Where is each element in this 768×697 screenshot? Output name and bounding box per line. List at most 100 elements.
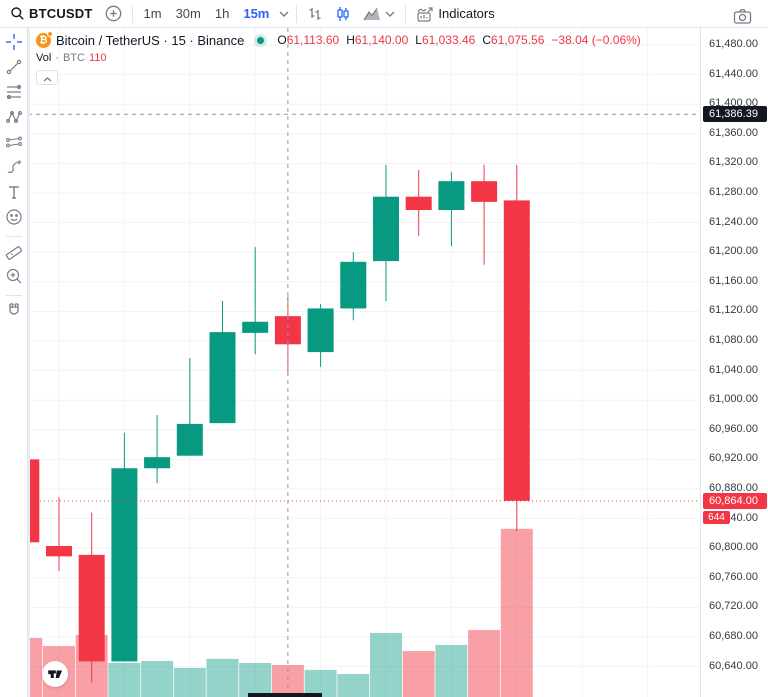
open-value: 61,113.60 xyxy=(286,33,340,47)
price-tick: 61,080.00 xyxy=(709,334,758,346)
parallel-channel-icon xyxy=(5,133,23,156)
volume-bar xyxy=(173,667,206,697)
price-tick: 61,480.00 xyxy=(709,38,758,50)
tradingview-logo[interactable] xyxy=(42,661,68,687)
candle-body xyxy=(307,308,334,353)
toolbar-separator xyxy=(5,236,22,237)
candle-body xyxy=(176,423,203,456)
zoom-in-icon xyxy=(5,267,23,290)
volume-bar xyxy=(435,644,468,697)
volume-bar xyxy=(206,658,239,697)
volume-bar xyxy=(141,660,174,697)
interval-menu-button[interactable] xyxy=(276,2,292,26)
legend-collapse-button[interactable] xyxy=(36,70,58,85)
candle-body xyxy=(274,316,301,345)
change-value: −38.04 (−0.06%) xyxy=(551,33,641,47)
interval-1h[interactable]: 1h xyxy=(214,6,230,21)
symbol-search-button[interactable]: BTCUSDT xyxy=(4,2,99,26)
volume-bar xyxy=(108,662,141,697)
chart-style-candles-button[interactable] xyxy=(329,2,357,26)
bitcoin-icon: ₿ xyxy=(36,30,53,48)
crosshair-price-label: 61,386.39 xyxy=(703,106,767,123)
brush-tool[interactable] xyxy=(1,157,27,182)
snapshot-button[interactable] xyxy=(727,4,758,28)
symbol-name: BTCUSDT xyxy=(29,6,93,21)
fib-retracement-tool[interactable] xyxy=(1,82,27,107)
text-tool[interactable] xyxy=(1,182,27,207)
plus-circle-icon xyxy=(105,5,122,22)
volume-bar xyxy=(468,630,501,697)
xabcd-pattern-icon xyxy=(5,108,23,131)
price-tick: 61,280.00 xyxy=(709,186,758,198)
candle-body xyxy=(503,200,530,501)
area-style-icon xyxy=(363,7,381,21)
legend-title[interactable]: Bitcoin / TetherUS · 15 · Binance xyxy=(56,32,245,48)
price-tick: 61,360.00 xyxy=(709,126,758,139)
candle-body xyxy=(242,321,269,333)
interval-1m[interactable]: 1m xyxy=(143,6,162,21)
price-tick: 61,240.00 xyxy=(709,215,758,228)
chart-surface[interactable]: ₿ Bitcoin / TetherUS · 15 · Binance O61,… xyxy=(28,28,700,697)
price-axis[interactable]: 61,480.00 61,440.00 61,400.00 61,360.00 61,3… xyxy=(700,28,768,697)
volume-bar xyxy=(402,651,435,697)
volume-value: 110 xyxy=(88,52,107,64)
indicators-label: Indicators xyxy=(438,6,495,21)
crosshair-tool[interactable] xyxy=(1,32,27,57)
price-tick: 61,160.00 xyxy=(709,274,758,287)
parallel-channel-tool[interactable] xyxy=(1,132,27,157)
zoom-in-tool[interactable] xyxy=(1,266,27,291)
chart-style-area-button[interactable] xyxy=(357,2,401,26)
price-tick: 61,120.00 xyxy=(709,304,758,317)
candle-body xyxy=(209,332,236,424)
price-tick: 61,400.00 xyxy=(709,97,758,110)
compare-add-symbol-button[interactable] xyxy=(99,2,128,26)
interval-15m[interactable]: 15m xyxy=(243,6,270,21)
volume-label: Vol xyxy=(36,52,52,64)
indicators-icon xyxy=(416,5,434,22)
volume-bar xyxy=(28,637,43,697)
magnet-icon xyxy=(5,301,23,324)
price-tick: 61,000.00 xyxy=(709,393,758,406)
chart-legend: ₿ Bitcoin / TetherUS · 15 · Binance O61,… xyxy=(36,30,641,85)
price-tick: 61,320.00 xyxy=(709,156,758,169)
price-tick: 61,040.00 xyxy=(709,363,758,376)
toolbar-separator xyxy=(405,4,407,23)
price-tick: 61,440.00 xyxy=(709,67,758,80)
toolbar-separator xyxy=(296,4,298,23)
interval-30m[interactable]: 30m xyxy=(175,6,201,21)
volume-row: Vol · BTC 110 xyxy=(36,52,107,64)
chevron-down-icon xyxy=(385,11,395,17)
price-tick: 60,880.00 xyxy=(709,482,758,494)
trend-line-icon xyxy=(5,58,23,81)
price-tick: 60,680.00 xyxy=(709,630,758,642)
volume-bar xyxy=(239,662,272,697)
price-tick: 60,760.00 xyxy=(709,570,758,583)
volume-bar xyxy=(370,632,402,697)
drawing-toolbar xyxy=(0,28,28,697)
bars-style-icon xyxy=(307,6,323,22)
volume-bar xyxy=(500,528,533,697)
measure-tool[interactable] xyxy=(1,241,27,266)
indicators-button[interactable]: Indicators xyxy=(410,2,500,26)
text-icon xyxy=(5,183,23,206)
candle-body xyxy=(144,457,171,469)
price-tick: 60,720.00 xyxy=(709,600,758,613)
candle-body xyxy=(78,554,105,662)
low-value: 61,033.46 xyxy=(421,33,476,47)
candle-body xyxy=(471,181,498,202)
trend-line-tool[interactable] xyxy=(1,57,27,82)
candle-body xyxy=(373,196,399,262)
candle-body xyxy=(46,545,72,557)
price-tick: 60,800.00 xyxy=(709,541,758,554)
price-tick: 60,960.00 xyxy=(709,422,758,435)
xabcd-pattern-tool[interactable] xyxy=(1,107,27,132)
candlestick-chart xyxy=(28,28,700,697)
chevron-up-icon xyxy=(43,69,52,87)
magnet-tool[interactable] xyxy=(1,300,27,325)
candle-body xyxy=(438,181,465,211)
chevron-down-icon xyxy=(279,11,289,17)
chart-style-bars-button[interactable] xyxy=(301,2,329,26)
crosshair-icon xyxy=(5,33,23,56)
brush-icon xyxy=(5,158,23,181)
emoji-tool[interactable] xyxy=(1,207,27,232)
